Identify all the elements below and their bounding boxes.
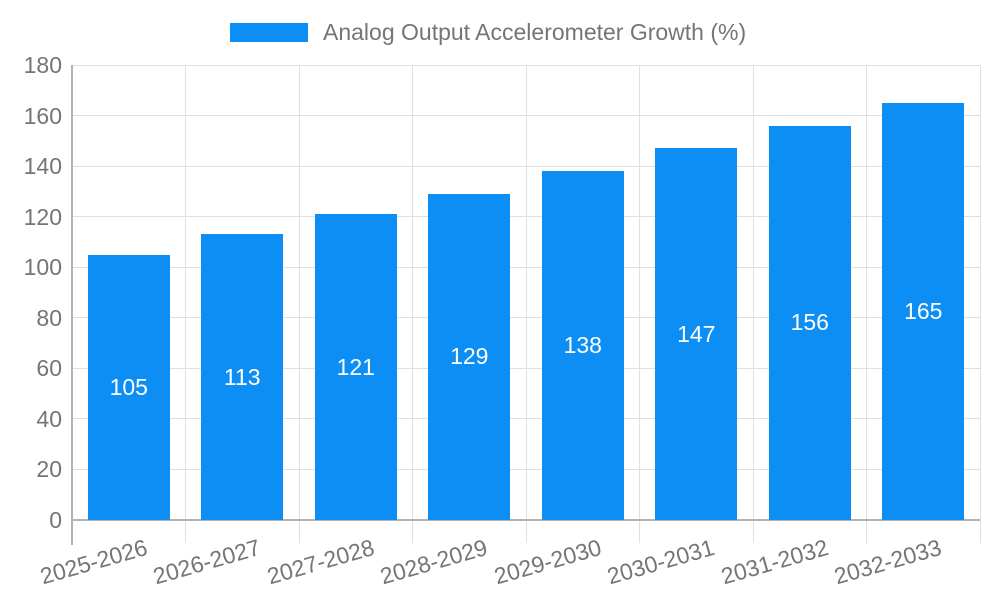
x-gridline xyxy=(752,65,754,543)
legend-label: Analog Output Accelerometer Growth (%) xyxy=(323,18,747,45)
bar: 138 xyxy=(541,171,624,520)
legend-swatch xyxy=(230,22,308,42)
bar-value-label: 165 xyxy=(904,297,943,324)
x-gridline xyxy=(639,65,640,543)
y-axis-tick-label: 100 xyxy=(23,254,62,281)
bar-value-label: 156 xyxy=(790,309,829,336)
y-axis-tick-label: 180 xyxy=(23,52,62,78)
bar: 121 xyxy=(314,214,397,520)
x-axis-tick-label: 2025-2026 xyxy=(37,534,150,590)
bar: 156 xyxy=(768,125,851,520)
bar-value-label: 138 xyxy=(563,332,602,359)
bar-value-label: 129 xyxy=(450,343,489,370)
bar-value-label: 121 xyxy=(336,353,375,380)
y-axis-tick-label: 140 xyxy=(23,153,62,180)
legend[interactable]: Analog Output Accelerometer Growth (%) xyxy=(230,18,747,45)
bar: 147 xyxy=(655,148,738,520)
bar: 113 xyxy=(201,234,284,520)
x-gridline xyxy=(866,65,867,543)
x-axis-line xyxy=(72,519,980,521)
bar-value-label: 147 xyxy=(677,320,716,347)
x-axis-tick-label: 2027-2028 xyxy=(264,534,377,590)
x-axis-tick-label: 2030-2031 xyxy=(604,534,718,590)
bar-value-label: 105 xyxy=(109,373,148,400)
x-gridline xyxy=(185,65,186,543)
x-axis-tick-label: 2031-2032 xyxy=(718,534,831,590)
y-axis-tick-label: 20 xyxy=(36,456,62,483)
x-gridline xyxy=(412,65,413,543)
y-axis-tick-label: 80 xyxy=(36,304,62,331)
y-axis-tick-label: 160 xyxy=(23,102,62,129)
y-axis-tick-label: 60 xyxy=(36,355,62,382)
x-axis-tick-label: 2032-2033 xyxy=(831,534,945,590)
y-axis-tick-label: 120 xyxy=(23,203,62,230)
x-axis-tick-label: 2028-2029 xyxy=(377,534,491,590)
y-axis-line xyxy=(71,65,73,545)
x-gridline xyxy=(298,65,300,543)
bar: 165 xyxy=(882,102,965,520)
bar: 105 xyxy=(87,254,170,520)
x-gridline xyxy=(525,65,527,543)
x-gridline xyxy=(979,65,981,543)
x-axis-tick-label: 2026-2027 xyxy=(150,534,264,590)
bar: 129 xyxy=(428,193,511,520)
y-axis-tick-label: 40 xyxy=(36,405,62,432)
bar-value-label: 113 xyxy=(223,363,261,390)
x-axis-tick-label: 2029-2030 xyxy=(491,534,604,590)
y-axis-tick-label: 0 xyxy=(49,507,62,533)
